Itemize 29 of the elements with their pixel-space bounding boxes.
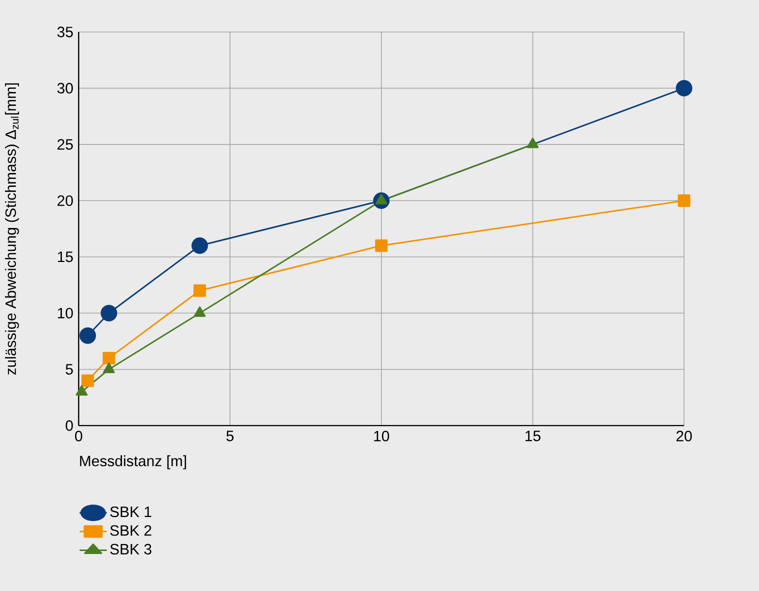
point [194,306,206,317]
point [191,237,208,254]
x-tick-label: 0 [75,430,82,442]
y-tick-label: 0 [66,420,73,431]
y-tick-label: 25 [58,138,73,150]
legend-label: SBK 3 [110,544,152,554]
point [678,194,690,207]
point [526,137,539,148]
point [375,239,388,252]
y-tick-label: 5 [66,364,73,374]
point [79,327,96,344]
y-tick-label: 35 [57,26,73,38]
x-tick-label: 15 [526,430,540,442]
legend-label: SBK 2 [110,524,152,536]
y-tick-label: 10 [58,308,73,318]
point [100,304,118,322]
point [193,284,206,297]
x-tick-label: 20 [676,430,692,442]
x-axis-title: Messdistanz [m] [80,455,186,470]
legend-label: SBK 1 [110,506,152,517]
point [676,80,692,96]
point [102,352,116,364]
y-axis-title: zulässige Abweichung (Stichmass) Δ$_{zul}$[mm] [4,83,19,374]
x-tick-label: 5 [226,430,234,442]
y-tick-label: 20 [58,195,73,206]
point [81,374,94,387]
y-tick-label: 30 [57,82,73,94]
y-tick-label: 15 [58,251,73,262]
x-tick-label: 10 [374,430,390,442]
